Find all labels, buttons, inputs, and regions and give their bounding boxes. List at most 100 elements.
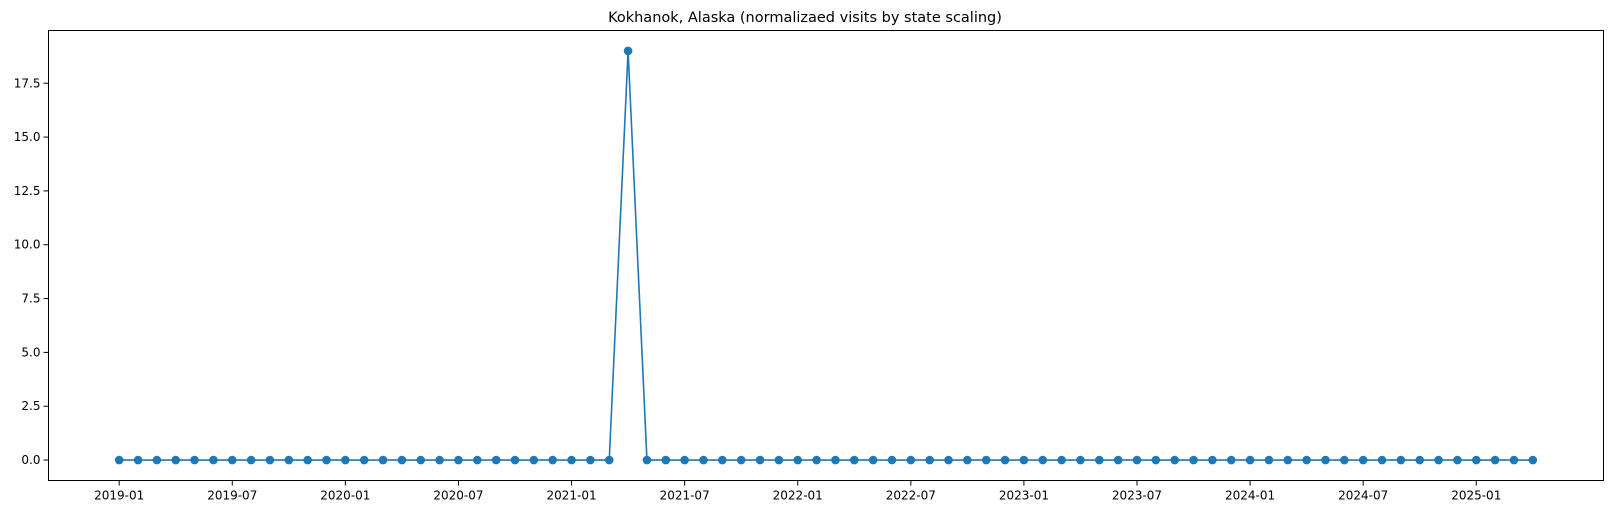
data-point [623, 46, 633, 56]
data-point [1396, 455, 1406, 465]
x-tick-label: 2022-01 [773, 489, 823, 503]
y-tick-label: 0.0 [21, 453, 40, 467]
data-point [1113, 455, 1123, 465]
data-point [812, 455, 821, 465]
data-point [1358, 455, 1368, 465]
data-point [1471, 455, 1481, 465]
data-point [246, 455, 256, 465]
data-point [378, 455, 388, 465]
data-point [1170, 455, 1179, 465]
data-point [981, 455, 991, 465]
x-tick-label: 2024-07 [1338, 489, 1388, 503]
data-point [1076, 455, 1085, 465]
data-point [642, 455, 652, 465]
data-point [1132, 455, 1142, 465]
y-tick-label: 7.5 [21, 292, 40, 306]
y-tick-label: 15.0 [14, 130, 41, 144]
series-line [114, 46, 1538, 465]
data-point [303, 455, 312, 465]
y-tick-label: 17.5 [14, 76, 41, 90]
data-point [906, 455, 916, 465]
data-point [1151, 455, 1161, 465]
data-point [1057, 455, 1066, 465]
data-point [1434, 455, 1443, 465]
data-point [774, 455, 784, 465]
data-point [510, 455, 520, 465]
x-tick-label: 2023-01 [999, 489, 1049, 503]
data-point [1208, 455, 1217, 465]
data-point [963, 455, 972, 465]
x-tick-label: 2025-01 [1451, 489, 1501, 503]
data-point [1377, 455, 1387, 465]
y-tick-label: 10.0 [14, 238, 41, 252]
data-point [1264, 455, 1274, 465]
data-point [868, 455, 878, 465]
data-point [435, 455, 444, 465]
data-point [1321, 455, 1330, 465]
data-point [529, 455, 539, 465]
data-point [1490, 455, 1500, 465]
data-point [341, 455, 350, 465]
x-tick-label: 2023-07 [1112, 489, 1162, 503]
data-point [454, 455, 463, 465]
data-point [284, 455, 294, 465]
data-point [227, 455, 237, 465]
data-point [1415, 455, 1425, 465]
data-point [699, 455, 708, 465]
series-line-path [119, 50, 1533, 461]
data-point [1509, 455, 1519, 465]
x-tick-label: 2021-07 [660, 489, 710, 503]
data-point [887, 455, 897, 465]
data-point [604, 455, 614, 465]
x-tick-label: 2021-01 [546, 489, 596, 503]
data-point [114, 455, 124, 465]
data-point [567, 455, 576, 465]
data-point [1019, 455, 1029, 465]
data-point [1226, 455, 1236, 465]
data-point [473, 455, 482, 465]
data-point [718, 455, 727, 465]
data-point [1000, 455, 1010, 465]
data-point [1340, 455, 1349, 465]
data-point [359, 455, 369, 465]
chart-title: Kokhanok, Alaska (normalizaed visits by … [608, 10, 1002, 26]
data-point [736, 455, 746, 465]
data-point [586, 455, 595, 465]
data-point [1302, 455, 1311, 465]
data-point [755, 455, 765, 465]
data-point [831, 455, 840, 465]
data-point [793, 455, 803, 465]
x-tick-label: 2024-01 [1225, 489, 1275, 503]
data-point [849, 455, 859, 465]
data-point [925, 455, 934, 465]
x-tick-label: 2020-07 [433, 489, 483, 503]
data-point [1038, 455, 1048, 465]
data-point [1283, 455, 1293, 465]
y-tick-label: 12.5 [14, 184, 41, 198]
y-tick-label: 2.5 [21, 399, 40, 413]
data-point [1095, 455, 1104, 465]
data-point [548, 455, 557, 465]
data-point [209, 455, 218, 465]
data-point [416, 455, 426, 465]
data-point [1245, 455, 1255, 465]
axes-frame [48, 30, 1604, 481]
data-point [397, 455, 407, 465]
data-point [190, 455, 199, 465]
y-tick-label: 5.0 [21, 345, 40, 359]
x-tick-label: 2022-07 [886, 489, 936, 503]
x-tick-label: 2019-07 [207, 489, 257, 503]
data-point [944, 455, 953, 465]
y-axis: 0.0 2.5 5.0 7.5 10.0 12.5 15.0 17.5 [14, 76, 49, 467]
data-point [1189, 455, 1198, 465]
x-axis: 2019-01 2019-07 2020-01 2020-07 2021-01 2021-… [94, 480, 1501, 503]
data-point [171, 455, 181, 465]
data-point [1528, 455, 1538, 465]
data-point [265, 455, 275, 465]
data-point [133, 455, 143, 465]
data-point [322, 455, 331, 465]
data-point [491, 455, 501, 465]
data-point [152, 455, 162, 465]
data-point [661, 455, 671, 465]
